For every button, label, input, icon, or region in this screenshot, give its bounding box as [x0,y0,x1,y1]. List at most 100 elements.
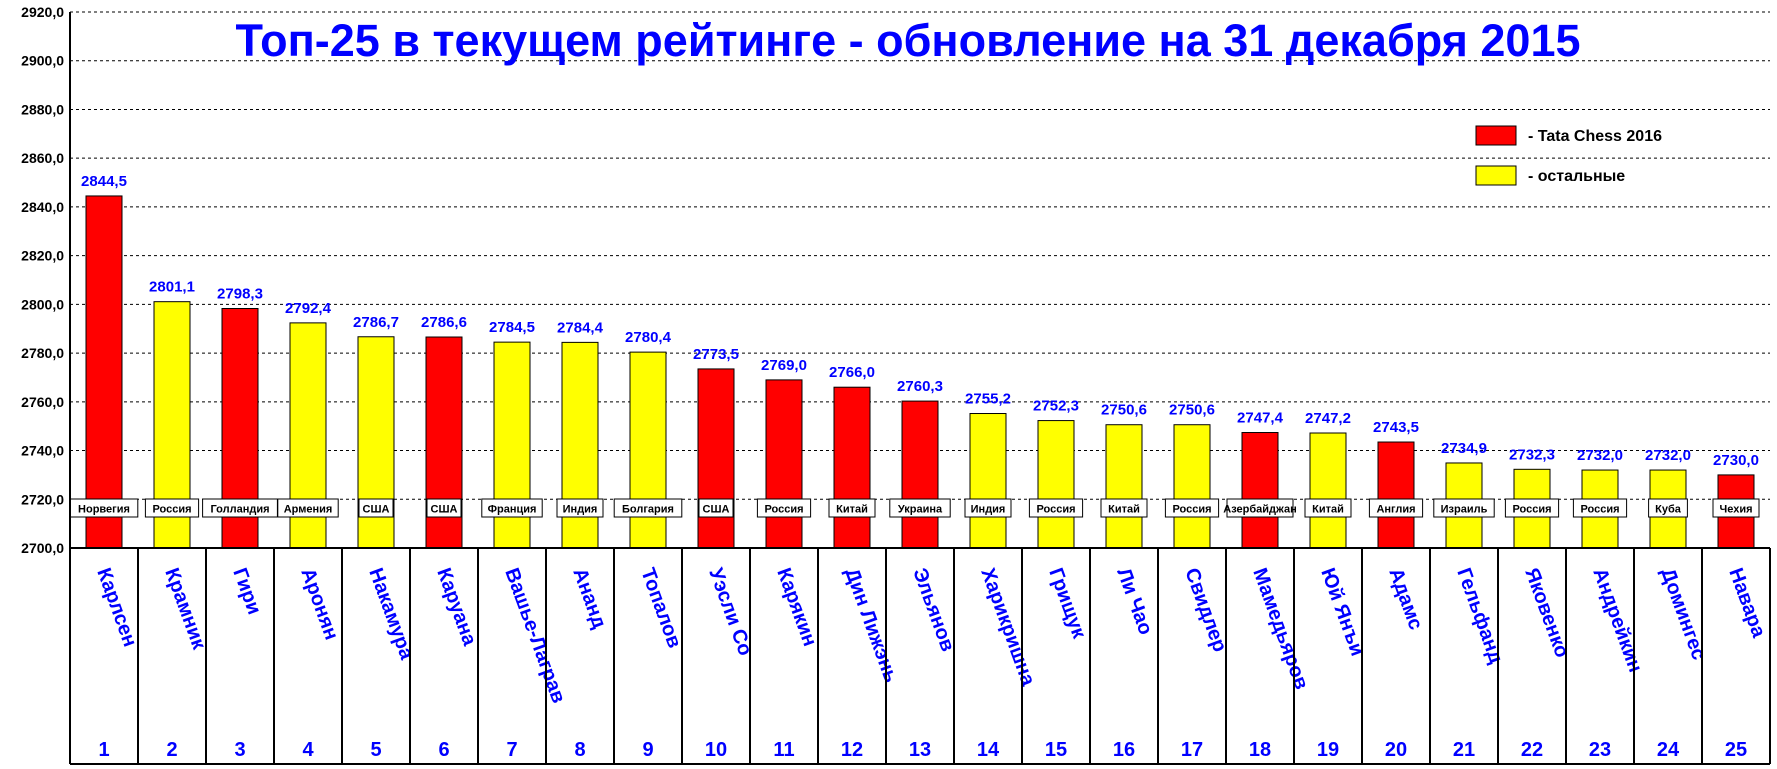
value-label: 2743,5 [1373,419,1419,436]
rank-number: 19 [1317,739,1339,761]
value-label: 2801,1 [149,279,195,296]
country-box [1100,498,1148,518]
rank-number: 8 [574,739,585,761]
country-label: Голландия [210,504,269,516]
country-label: Индия [563,504,598,516]
country-label: Россия [764,504,803,516]
bar [833,386,871,549]
legend-label-tata: - Tata Chess 2016 [1528,128,1662,145]
player-name: Адамс [1384,565,1427,633]
value-label: 2732,3 [1509,446,1555,463]
value-label: 2792,4 [285,300,332,317]
country-box [1504,498,1560,518]
y-tick-label: 2800,0 [21,296,64,312]
y-tick-label: 2780,0 [21,345,64,361]
value-label: 2786,7 [353,314,399,331]
country-box [1028,498,1084,518]
bar [765,379,803,549]
y-tick-label: 2820,0 [21,248,64,264]
player-name: Мамедьяров [1248,565,1312,692]
country-box [828,498,876,518]
country-label: Англия [1376,504,1415,516]
country-label: Китай [1312,504,1344,516]
country-label: Израиль [1441,504,1488,516]
player-table: Карлсен1Крамник2Гири3Аронян4Накамура5Кар… [69,548,1771,764]
legend: - Tata Chess 2016 - остальные [1475,125,1662,186]
value-label: 2780,4 [625,329,672,346]
axes [69,12,1770,765]
country-box [1572,498,1628,518]
value-label: 2755,2 [965,391,1011,408]
player-name: Харикришна [976,565,1039,689]
rank-number: 5 [370,739,381,761]
player-name: Карлсен [92,565,141,650]
country-label: США [363,504,390,516]
y-tick-label: 2900,0 [21,53,64,69]
country-label: Чехия [1720,504,1753,516]
country-box [426,498,462,518]
rank-number: 23 [1589,739,1611,761]
country-box [1164,498,1220,518]
bar [629,351,667,549]
country-label: США [703,504,730,516]
rank-number: 9 [642,739,653,761]
rank-number: 14 [977,739,1000,761]
country-box [144,498,200,518]
player-name: Карякин [772,565,821,649]
player-name: Уэсли Со [704,565,756,659]
country-label: США [431,504,458,516]
player-name: Вашье-Лаграв [500,565,569,706]
value-label: 2750,6 [1101,402,1147,419]
player-name: Дин Лижэнь [840,565,902,685]
country-label: Китай [1108,504,1140,516]
country-label: Армения [284,504,333,516]
country-label: Китай [836,504,868,516]
rank-number: 25 [1725,739,1747,761]
value-label: 2750,6 [1169,402,1215,419]
player-name: Гири [228,565,265,617]
value-label: 2786,6 [421,314,467,331]
value-label: 2844,5 [81,173,127,190]
bar [1241,432,1279,549]
country-box [1433,498,1495,518]
player-name: Грищук [1044,565,1090,642]
value-label: 2734,9 [1441,440,1487,457]
country-label: Индия [971,504,1006,516]
rank-number: 13 [909,739,931,761]
country-box [1304,498,1352,518]
value-label: 2766,0 [829,364,875,381]
rank-number: 11 [773,739,794,761]
rank-number: 24 [1657,739,1680,761]
chart-title: Топ-25 в текущем рейтинге - обновление н… [235,15,1580,66]
rank-number: 15 [1045,739,1067,761]
bar [85,195,123,549]
player-name: Навара [1724,565,1770,641]
country-box [698,498,734,518]
rank-number: 10 [705,739,727,761]
value-label: 2747,4 [1237,410,1284,427]
rank-number: 22 [1521,739,1543,761]
rank-number: 21 [1453,739,1475,761]
y-tick-label: 2740,0 [21,443,64,459]
bar [969,413,1007,549]
y-tick-label: 2860,0 [21,150,64,166]
value-label: 2730,0 [1713,452,1759,469]
rank-number: 12 [841,739,863,761]
country-box [1712,498,1760,518]
player-name: Ананд [568,565,610,631]
country-box [1368,498,1424,518]
country-box [964,498,1012,518]
rank-number: 17 [1181,739,1203,761]
value-label: 2773,5 [693,346,739,363]
country-label: Куба [1655,504,1682,516]
country-box [358,498,394,518]
country-label: Россия [1580,504,1619,516]
country-box [556,498,604,518]
country-label: Норвегия [78,504,130,516]
player-name: Аронян [296,565,342,643]
grid-lines [70,11,1770,500]
value-label: 2732,0 [1645,447,1691,464]
bar [697,368,735,549]
player-name: Ли Чао [1112,565,1156,638]
